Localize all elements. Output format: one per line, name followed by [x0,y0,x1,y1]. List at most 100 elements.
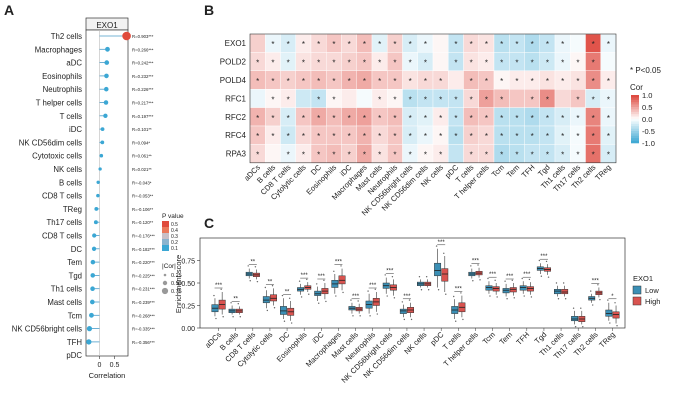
high-outlier [323,279,325,281]
heatmap-col-label: Tem [505,163,522,180]
low-outlier [555,282,558,284]
high-outlier [479,279,481,281]
lollipop-dot [91,246,97,251]
lollipop-dot [96,193,100,198]
y-tick-label: 0.75 [181,259,195,266]
cor-size-label: 0.50 [171,281,182,287]
heatmap-star: * [454,132,457,141]
cell-label: Neutrophils [43,85,83,94]
high-outlier [443,252,445,254]
heatmap-star: * [546,151,549,160]
significance-stars: *** [215,283,223,289]
heatmap-star: * [302,77,305,86]
heatmap-star: * [393,77,396,86]
low-outlier [213,294,215,297]
cell-label: Tcm [68,311,82,320]
correlation-label: R=-0.268*** [132,313,155,318]
heatmap-star: * [302,59,305,68]
low-outlier [437,289,440,291]
heatmap-star: * [515,132,518,141]
low-outlier [367,290,369,292]
high-outlier [342,291,344,294]
correlation-label: R=0.094* [132,140,150,145]
high-outlier [237,303,239,305]
p-value-swatch [162,239,169,245]
cell-label: Eosinophils [42,72,82,81]
heatmap-star: * [531,132,534,141]
heatmap-star: * [363,151,366,160]
panel-c-ylabel: Enrichment score [174,255,183,313]
heatmap-star: * [470,59,473,68]
heatmap-star: * [332,95,335,104]
heatmap-star: * [348,132,351,141]
colorbar-segment [631,119,639,122]
colorbar-segment [631,116,639,120]
high-outlier [408,299,411,301]
low-outlier [215,317,217,320]
heatmap-star: * [378,40,381,49]
cor-size-circle [163,273,167,277]
heatmap-star: * [287,132,290,141]
low-outlier [489,295,491,297]
significance-stars: ** [285,289,290,295]
heatmap-star: * [271,77,274,86]
heatmap-frame [249,33,617,164]
cell-label: CD8 T cells [42,232,82,241]
cell-label: iDC [69,125,82,134]
colorbar-segment [631,126,639,129]
low-outlier [472,280,474,282]
low-outlier [232,316,234,318]
p-value-tick: 0.4 [171,228,178,234]
low-outlier [487,277,489,280]
low-box [519,285,527,291]
high-outlier [357,300,359,302]
colorbar-segment [631,111,639,115]
heatmap-cell [341,88,357,108]
heatmap-star: * [531,59,534,68]
heatmap-star: * [531,95,534,104]
panel-a-legend: P value |Cor| 0.50.40.30.20.1 0.25 0.50 0.7… [161,213,184,295]
lollipop-dot [103,100,109,105]
high-outlier [545,260,548,263]
heatmap-star: * [576,77,579,86]
colorbar-segment [631,131,639,134]
significance-stars: *** [455,287,463,293]
panel-a-title: EXO1 [96,21,118,30]
correlation-label: R=-0.182*** [132,247,155,252]
correlation-label: R=-0.225*** [132,273,155,278]
correlation-label: R=0.903*** [132,34,154,39]
low-outlier [401,301,404,303]
heatmap-star: * [485,59,488,68]
heatmap-star: * [607,132,610,141]
high-box [612,311,620,319]
low-outlier [572,307,575,309]
high-outlier [410,318,413,321]
heatmap-row-label: RPA3 [226,150,247,159]
heatmap-star: * [256,59,259,68]
heatmap-star: * [607,95,610,104]
heatmap-star: * [592,132,595,141]
heatmap-star: * [500,95,503,104]
heatmap-star: * [317,77,320,86]
low-outlier [592,304,594,306]
lollipop-dot [100,140,105,145]
correlation-label: R=-0.356*** [132,340,155,345]
colorbar-segment [631,99,639,103]
high-outlier [391,276,394,278]
panel-c-legend: EXO1 Low High [632,274,660,306]
heatmap-cell [509,88,525,108]
heatmap-star: * [424,95,427,104]
cell-label: Tgd [69,271,82,280]
colorbar-segment [631,133,639,137]
high-outlier [547,276,550,278]
significance-stars: *** [523,272,531,278]
low-outlier [384,274,386,276]
correlation-label: R=0.101** [132,127,152,132]
heatmap-star: * [470,40,473,49]
heatmap-star: * [287,40,290,49]
lollipop-dot [99,153,104,158]
heatmap-row-label: EXO1 [225,39,247,48]
low-outlier [538,259,541,262]
high-box [526,286,534,292]
heatmap-star: * [470,77,473,86]
